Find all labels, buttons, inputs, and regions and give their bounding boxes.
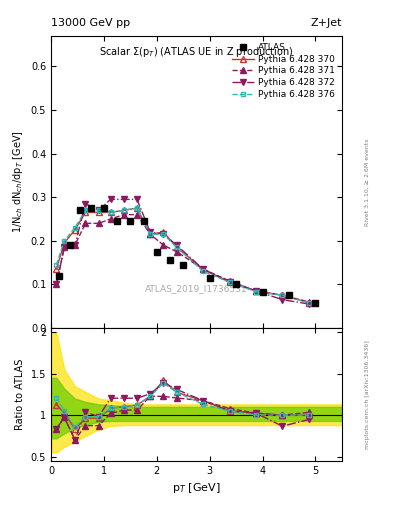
Pythia 6.428 376 bbox=[161, 231, 166, 238]
Pythia 6.428 372 bbox=[135, 196, 140, 202]
Pythia 6.428 371 bbox=[135, 211, 140, 218]
Text: Rivet 3.1.10, ≥ 2.6M events: Rivet 3.1.10, ≥ 2.6M events bbox=[365, 138, 370, 226]
Pythia 6.428 371 bbox=[54, 281, 59, 287]
Pythia 6.428 376 bbox=[135, 205, 140, 211]
ATLAS bbox=[67, 242, 72, 248]
ATLAS bbox=[128, 218, 133, 224]
Y-axis label: Ratio to ATLAS: Ratio to ATLAS bbox=[15, 359, 25, 430]
Pythia 6.428 370 bbox=[121, 207, 126, 214]
Pythia 6.428 376 bbox=[201, 268, 206, 274]
Pythia 6.428 370 bbox=[83, 209, 88, 216]
Pythia 6.428 371 bbox=[62, 244, 67, 250]
Pythia 6.428 372 bbox=[253, 288, 258, 294]
Pythia 6.428 372 bbox=[121, 196, 126, 202]
Pythia 6.428 376 bbox=[83, 207, 88, 214]
Pythia 6.428 371 bbox=[83, 220, 88, 226]
ATLAS bbox=[57, 272, 61, 279]
Line: ATLAS: ATLAS bbox=[56, 205, 318, 306]
Text: Scalar $\Sigma$(p$_T$) (ATLAS UE in Z production): Scalar $\Sigma$(p$_T$) (ATLAS UE in Z pr… bbox=[99, 45, 294, 58]
Pythia 6.428 371 bbox=[227, 278, 232, 284]
Pythia 6.428 370 bbox=[96, 209, 101, 216]
Pythia 6.428 370 bbox=[201, 266, 206, 272]
Pythia 6.428 372 bbox=[280, 296, 285, 303]
Pythia 6.428 372 bbox=[54, 281, 59, 287]
ATLAS bbox=[88, 205, 93, 211]
ATLAS bbox=[286, 292, 291, 298]
Pythia 6.428 376 bbox=[62, 238, 67, 244]
Pythia 6.428 370 bbox=[307, 300, 311, 306]
Text: ATLAS_2019_I1736531: ATLAS_2019_I1736531 bbox=[145, 284, 248, 293]
ATLAS bbox=[78, 207, 83, 214]
Pythia 6.428 370 bbox=[54, 266, 59, 272]
Pythia 6.428 371 bbox=[161, 242, 166, 248]
Pythia 6.428 376 bbox=[73, 225, 77, 231]
Pythia 6.428 372 bbox=[174, 242, 179, 248]
Pythia 6.428 371 bbox=[280, 292, 285, 298]
ATLAS bbox=[115, 218, 119, 224]
Text: mcplots.cern.ch [arXiv:1306.3436]: mcplots.cern.ch [arXiv:1306.3436] bbox=[365, 340, 370, 449]
Pythia 6.428 372 bbox=[83, 201, 88, 207]
Pythia 6.428 376 bbox=[253, 289, 258, 295]
Line: Pythia 6.428 370: Pythia 6.428 370 bbox=[53, 205, 312, 306]
Pythia 6.428 372 bbox=[73, 242, 77, 248]
Pythia 6.428 376 bbox=[280, 292, 285, 298]
Pythia 6.428 376 bbox=[227, 279, 232, 285]
Pythia 6.428 372 bbox=[108, 196, 113, 202]
Pythia 6.428 370 bbox=[108, 209, 113, 216]
ATLAS bbox=[313, 300, 318, 306]
Legend: ATLAS, Pythia 6.428 370, Pythia 6.428 371, Pythia 6.428 372, Pythia 6.428 376: ATLAS, Pythia 6.428 370, Pythia 6.428 37… bbox=[229, 40, 338, 101]
Line: Pythia 6.428 372: Pythia 6.428 372 bbox=[53, 197, 312, 307]
Pythia 6.428 371 bbox=[73, 242, 77, 248]
Pythia 6.428 370 bbox=[227, 279, 232, 285]
Line: Pythia 6.428 376: Pythia 6.428 376 bbox=[54, 206, 311, 305]
Pythia 6.428 376 bbox=[54, 262, 59, 268]
Pythia 6.428 376 bbox=[108, 209, 113, 216]
Pythia 6.428 370 bbox=[161, 229, 166, 235]
Pythia 6.428 376 bbox=[307, 300, 311, 306]
ATLAS bbox=[260, 289, 265, 295]
Pythia 6.428 371 bbox=[96, 220, 101, 226]
ATLAS bbox=[234, 281, 239, 287]
Pythia 6.428 371 bbox=[307, 299, 311, 305]
Pythia 6.428 372 bbox=[96, 207, 101, 214]
ATLAS bbox=[208, 275, 212, 281]
Pythia 6.428 370 bbox=[280, 292, 285, 298]
Pythia 6.428 370 bbox=[135, 205, 140, 211]
Pythia 6.428 376 bbox=[96, 207, 101, 214]
Pythia 6.428 370 bbox=[62, 240, 67, 246]
ATLAS bbox=[102, 205, 107, 211]
Pythia 6.428 372 bbox=[62, 244, 67, 250]
Pythia 6.428 372 bbox=[148, 229, 152, 235]
Y-axis label: 1/N$_{ch}$ dN$_{ch}$/dp$_T$ [GeV]: 1/N$_{ch}$ dN$_{ch}$/dp$_T$ [GeV] bbox=[11, 131, 25, 233]
X-axis label: p$_T$ [GeV]: p$_T$ [GeV] bbox=[172, 481, 221, 495]
Pythia 6.428 371 bbox=[201, 266, 206, 272]
Pythia 6.428 371 bbox=[174, 249, 179, 255]
ATLAS bbox=[181, 262, 185, 268]
Pythia 6.428 372 bbox=[201, 266, 206, 272]
Line: Pythia 6.428 371: Pythia 6.428 371 bbox=[53, 212, 312, 305]
Pythia 6.428 372 bbox=[161, 231, 166, 238]
Pythia 6.428 370 bbox=[174, 244, 179, 250]
Pythia 6.428 370 bbox=[253, 288, 258, 294]
Pythia 6.428 371 bbox=[108, 216, 113, 222]
Text: Z+Jet: Z+Jet bbox=[310, 18, 342, 28]
Text: 13000 GeV pp: 13000 GeV pp bbox=[51, 18, 130, 28]
Pythia 6.428 376 bbox=[121, 207, 126, 214]
ATLAS bbox=[168, 258, 173, 264]
Pythia 6.428 372 bbox=[307, 301, 311, 307]
Pythia 6.428 371 bbox=[253, 288, 258, 294]
Pythia 6.428 370 bbox=[148, 231, 152, 238]
Pythia 6.428 376 bbox=[148, 231, 152, 238]
ATLAS bbox=[141, 218, 146, 224]
Pythia 6.428 371 bbox=[148, 231, 152, 238]
Pythia 6.428 371 bbox=[121, 211, 126, 218]
Pythia 6.428 372 bbox=[227, 279, 232, 285]
Pythia 6.428 376 bbox=[174, 244, 179, 250]
Pythia 6.428 370 bbox=[73, 227, 77, 233]
ATLAS bbox=[154, 249, 159, 255]
